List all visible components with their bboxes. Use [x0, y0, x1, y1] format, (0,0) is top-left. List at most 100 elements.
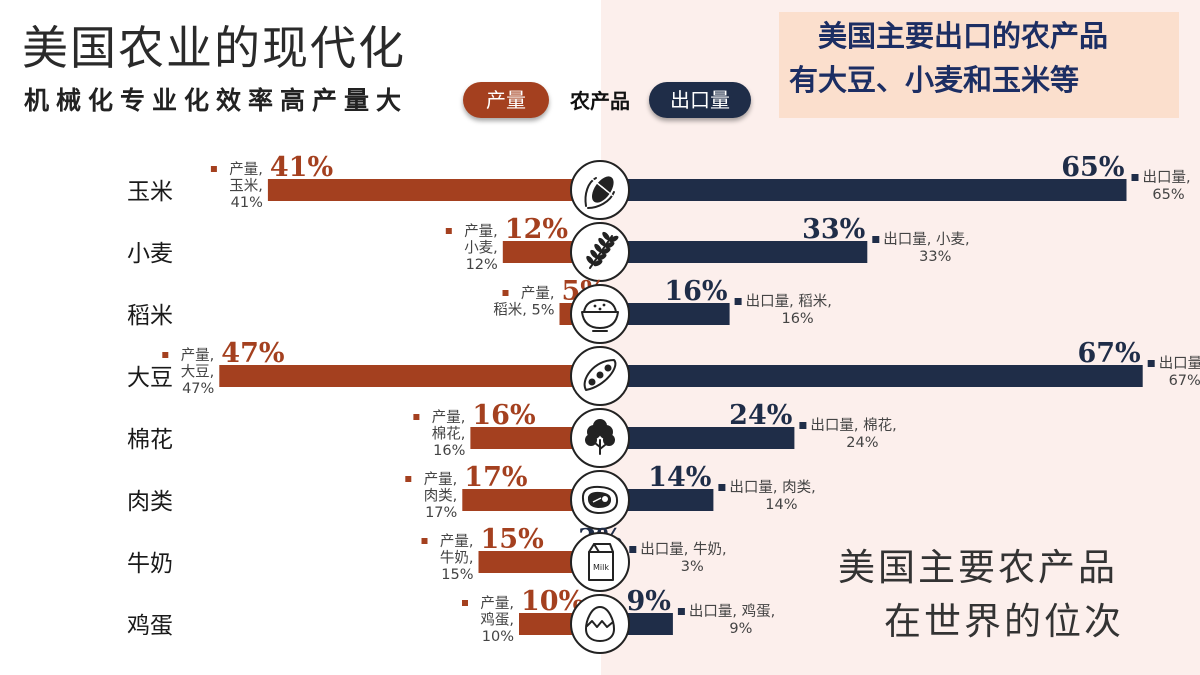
data-label-export: 16% [664, 276, 727, 307]
callout-export-line: 出口量, 牛奶, [640, 541, 726, 558]
callout-export-line: 3% [681, 559, 704, 575]
category-label: 鸡蛋 [127, 613, 173, 639]
note-box [779, 12, 1179, 118]
callout-marker-production [210, 166, 217, 172]
meat-icon [581, 485, 619, 514]
data-label-export: 9% [626, 586, 670, 617]
egg-icon [585, 606, 615, 642]
rice-bowl-icon [581, 299, 619, 332]
icon-circle [570, 532, 630, 592]
callout-production-line: 鸡蛋, [480, 612, 514, 629]
callout-export-line: 67% [1169, 373, 1200, 389]
legend-center-label: 农产品 [570, 89, 630, 113]
callout-production-line: 玉米, [229, 178, 263, 195]
data-label-production: 47% [221, 338, 284, 369]
callout-export-line: 65% [1152, 187, 1184, 203]
bar-production [478, 551, 600, 573]
callout-export-line: 出口量, 棉花, [810, 417, 896, 434]
data-label-export: 24% [729, 400, 792, 431]
corn-icon [584, 176, 615, 209]
category-label: 玉米 [127, 179, 173, 205]
callout-production-line: 稻米, 5% [493, 302, 554, 319]
callout-marker-production [413, 414, 420, 420]
corner-title-line-1: 美国主要农产品 [838, 546, 1118, 589]
callout-production-line: 产量, [521, 285, 555, 302]
wheat-icon [586, 231, 619, 269]
callout-marker-production [445, 228, 452, 234]
callout-marker-export [734, 298, 742, 305]
callout-production-line: 大豆, [181, 364, 215, 381]
callout-production-line: 产量, [424, 471, 458, 488]
category-label: 棉花 [127, 427, 173, 453]
bar-export [600, 303, 730, 325]
category-label: 大豆 [127, 365, 173, 391]
data-label-export: 14% [648, 462, 711, 493]
bar-production [462, 489, 600, 511]
callout-export-line: 出口量, 肉类, [729, 479, 815, 496]
page-subtitle: 机械化专业化效率高产量大 [24, 86, 409, 115]
bar-production [219, 365, 601, 387]
data-label-export: 65% [1061, 152, 1124, 183]
callout-export-line: 16% [781, 311, 813, 327]
callout-export-line: 24% [846, 435, 878, 451]
corner-title-line-2: 在世界的位次 [884, 600, 1124, 643]
callout-production-line: 41% [231, 195, 263, 211]
data-label-export: 33% [802, 214, 865, 245]
cotton-icon [585, 419, 615, 455]
callout-marker-production [405, 476, 412, 482]
soybean-icon [583, 359, 617, 391]
callout-production-line: 产量, [432, 409, 466, 426]
callout-export-line: 出口量, [1159, 355, 1200, 372]
callout-export-line: 33% [919, 249, 951, 265]
callout-marker-export [1147, 360, 1155, 367]
data-label-production: 17% [464, 462, 527, 493]
callout-marker-export [1131, 174, 1139, 181]
callout-export-line: 出口量, 鸡蛋, [689, 603, 775, 620]
data-label-export: 67% [1077, 338, 1140, 369]
category-label: 小麦 [127, 241, 173, 267]
callout-marker-export [872, 236, 880, 243]
data-label-production: 15% [481, 524, 544, 555]
callout-marker-export [718, 484, 726, 491]
svg-text:Milk: Milk [593, 563, 609, 572]
category-label: 牛奶 [127, 551, 173, 577]
callout-marker-export [677, 608, 685, 615]
page-title: 美国农业的现代化 [22, 21, 406, 75]
callout-marker-production [162, 352, 169, 358]
icon-circle [570, 284, 630, 344]
callout-production-line: 牛奶, [440, 550, 474, 567]
legend-export-pill: 出口量 [649, 82, 751, 118]
callout-production-line: 产量, [229, 161, 263, 178]
callout-export-line: 出口量, 稻米, [746, 293, 832, 310]
callout-marker-export [799, 422, 807, 429]
note-line-1: 美国主要出口的农产品 [818, 19, 1109, 53]
callout-export-line: 9% [729, 621, 752, 637]
callout-production-line: 16% [433, 443, 465, 459]
callout-marker-export [629, 546, 637, 553]
callout-export-line: 14% [765, 497, 797, 513]
callout-production-line: 产量, [440, 533, 474, 550]
bar-export [600, 179, 1127, 201]
category-label: 肉类 [127, 489, 173, 515]
callout-production-line: 产量, [181, 347, 215, 364]
callout-export-line: 出口量, [1143, 169, 1191, 186]
category-label: 稻米 [127, 303, 173, 329]
callout-marker-production [502, 290, 509, 296]
callout-production-line: 肉类, [424, 488, 458, 505]
callout-production-line: 10% [482, 629, 514, 645]
callout-marker-production [421, 538, 428, 544]
callout-marker-production [462, 600, 468, 606]
callout-export-line: 出口量, 小麦, [883, 231, 969, 248]
legend-production-pill: 产量 [463, 82, 549, 118]
note-line-2: 有大豆、小麦和玉米等 [789, 63, 1080, 97]
icon-circle [570, 408, 630, 468]
callout-production-line: 小麦, [464, 240, 498, 257]
callout-production-line: 棉花, [432, 426, 466, 443]
bar-export [600, 365, 1143, 387]
bar-production [470, 427, 600, 449]
callout-production-line: 12% [466, 257, 498, 273]
data-label-production: 12% [505, 214, 568, 245]
data-label-production: 41% [270, 152, 333, 183]
callout-production-line: 47% [182, 381, 214, 397]
